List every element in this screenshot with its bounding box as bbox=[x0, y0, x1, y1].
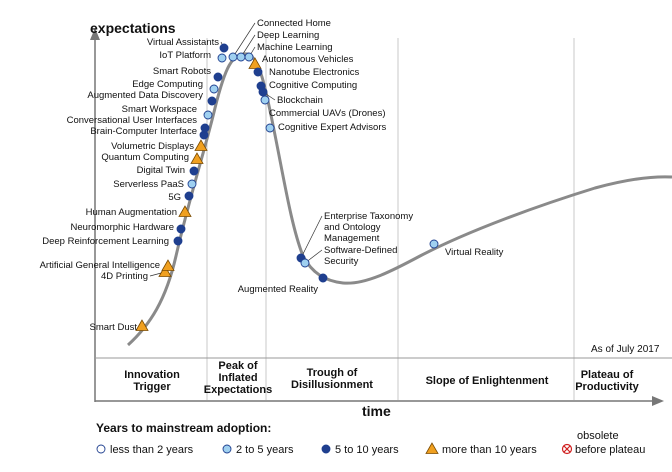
label-cognitive-computing: Cognitive Computing bbox=[269, 80, 357, 91]
label-deep-learning: Deep Learning bbox=[257, 30, 319, 41]
label-commercial-uavs-drones: Commercial UAVs (Drones) bbox=[269, 108, 385, 119]
marker-human-augmentation bbox=[178, 205, 192, 217]
label-digital-twin: Digital Twin bbox=[137, 165, 185, 176]
label-4d-printing: 4D Printing bbox=[101, 271, 148, 282]
marker-quantum-computing bbox=[190, 152, 204, 164]
marker-deep-reinforcement-learning bbox=[173, 236, 183, 246]
label-augmented-reality: Augmented Reality bbox=[238, 284, 319, 295]
phase-plateau-of-productivity: Plateau of Productivity bbox=[575, 369, 639, 393]
marker-smart-workspace bbox=[203, 110, 213, 120]
label-iot-platform: IoT Platform bbox=[159, 50, 211, 61]
label-virtual-reality: Virtual Reality bbox=[445, 247, 504, 258]
legend: Years to mainstream adoption: less than … bbox=[96, 421, 645, 456]
label-serverless-paas: Serverless PaaS bbox=[113, 179, 184, 190]
hype-curve bbox=[126, 52, 672, 347]
phase-peak-of-inflated-expectations: Peak of Inflated Expectations bbox=[204, 360, 272, 396]
legend-title: Years to mainstream adoption: bbox=[96, 421, 271, 435]
label-brain-computer-interface: Brain-Computer Interface bbox=[90, 126, 197, 137]
label-volumetric-displays: Volumetric Displays bbox=[111, 141, 194, 152]
label-edge-computing: Edge Computing bbox=[132, 79, 203, 90]
label-augmented-data-discovery: Augmented Data Discovery bbox=[87, 90, 203, 101]
marker-virtual-assistants bbox=[219, 43, 229, 53]
obsolete-label-line2: before plateau bbox=[575, 444, 645, 456]
marker-5g bbox=[184, 191, 194, 201]
label-quantum-computing: Quantum Computing bbox=[101, 152, 189, 163]
marker-machine-learning bbox=[244, 52, 254, 62]
marker-iot-platform bbox=[217, 53, 227, 63]
marker-4d-printing bbox=[158, 265, 172, 277]
marker-digital-twin bbox=[189, 166, 199, 176]
label-connected-home: Connected Home bbox=[257, 18, 331, 29]
marker-artificial-general-intelligence bbox=[161, 259, 175, 271]
label-software-defined-security: Software-Defined Security bbox=[324, 245, 397, 267]
obsolete-label-line1: obsolete bbox=[577, 430, 619, 442]
marker-volumetric-displays bbox=[194, 139, 208, 151]
marker-serverless-paas bbox=[187, 179, 197, 189]
label-smart-workspace: Smart Workspace bbox=[122, 104, 197, 115]
marker-smart-dust bbox=[135, 319, 149, 331]
legend-symbol-5to10 bbox=[321, 444, 331, 454]
label-human-augmentation: Human Augmentation bbox=[86, 207, 177, 218]
marker-conversational-user-interfaces bbox=[200, 123, 210, 133]
phase-labels: Innovation Trigger Peak of Inflated Expectat… bbox=[124, 360, 639, 396]
marker-deep-learning bbox=[236, 52, 246, 62]
label-machine-learning: Machine Learning bbox=[257, 42, 333, 53]
label-artificial-general-intelligence: Artificial General Intelligence bbox=[40, 260, 160, 271]
label-blockchain: Blockchain bbox=[277, 95, 323, 106]
legend-symbol-gt10 bbox=[425, 442, 439, 454]
marker-software-defined-security bbox=[300, 258, 310, 268]
legend-symbol-2to5 bbox=[222, 444, 232, 454]
obsolete-icon-stroke-b bbox=[563, 445, 571, 453]
marker-cognitive-expert-advisors bbox=[265, 123, 275, 133]
legend-label-lt2: less than 2 years bbox=[110, 444, 194, 456]
marker-augmented-reality bbox=[318, 273, 328, 283]
y-axis-arrow bbox=[90, 28, 100, 40]
label-enterprise-taxonomy-and-ontology-management: Enterprise Taxonomy and Ontology Managemen… bbox=[324, 211, 413, 244]
marker-neuromorphic-hardware bbox=[176, 224, 186, 234]
legend-label-gt10: more than 10 years bbox=[442, 444, 537, 456]
phase-innovation-trigger: Innovation Trigger bbox=[124, 369, 180, 393]
legend-label-5to10: 5 to 10 years bbox=[335, 444, 399, 456]
marker-virtual-reality bbox=[429, 239, 439, 249]
legend-items: less than 2 years 2 to 5 years 5 to 10 yea… bbox=[96, 442, 537, 456]
label-5g: 5G bbox=[168, 192, 181, 203]
leader-enterprise-taxonomy-and-ontology-management bbox=[300, 215, 323, 259]
y-axis-label: expectations bbox=[90, 20, 176, 36]
marker-augmented-data-discovery bbox=[207, 96, 217, 106]
label-autonomous-vehicles: Autonomous Vehicles bbox=[262, 54, 354, 65]
as-of-date: As of July 2017 bbox=[591, 344, 660, 355]
marker-connected-home bbox=[228, 52, 238, 62]
marker-blockchain bbox=[258, 87, 268, 97]
phase-trough-of-disillusionment: Trough of Disillusionment bbox=[291, 367, 373, 391]
legend-label-2to5: 2 to 5 years bbox=[236, 444, 294, 456]
marker-autonomous-vehicles bbox=[248, 57, 262, 69]
label-deep-reinforcement-learning: Deep Reinforcement Learning bbox=[42, 236, 169, 247]
marker-edge-computing bbox=[209, 84, 219, 94]
label-virtual-assistants: Virtual Assistants bbox=[147, 37, 219, 48]
leader-connected-home bbox=[232, 22, 256, 58]
label-nanotube-electronics: Nanotube Electronics bbox=[269, 67, 360, 78]
x-axis-label: time bbox=[362, 403, 391, 419]
label-smart-dust: Smart Dust bbox=[89, 322, 137, 333]
label-neuromorphic-hardware: Neuromorphic Hardware bbox=[71, 222, 174, 233]
phase-slope-of-enlightenment: Slope of Enlightenment bbox=[426, 375, 549, 387]
technology-markers bbox=[135, 43, 439, 331]
marker-commercial-uavs-drones bbox=[260, 95, 270, 105]
legend-symbol-lt2 bbox=[96, 444, 106, 454]
label-cognitive-expert-advisors: Cognitive Expert Advisors bbox=[278, 122, 386, 133]
label-smart-robots: Smart Robots bbox=[153, 66, 211, 77]
marker-smart-robots bbox=[213, 72, 223, 82]
label-conversational-user-interfaces: Conversational User Interfaces bbox=[67, 115, 198, 126]
marker-nanotube-electronics bbox=[253, 67, 263, 77]
x-axis-arrow bbox=[652, 396, 664, 406]
